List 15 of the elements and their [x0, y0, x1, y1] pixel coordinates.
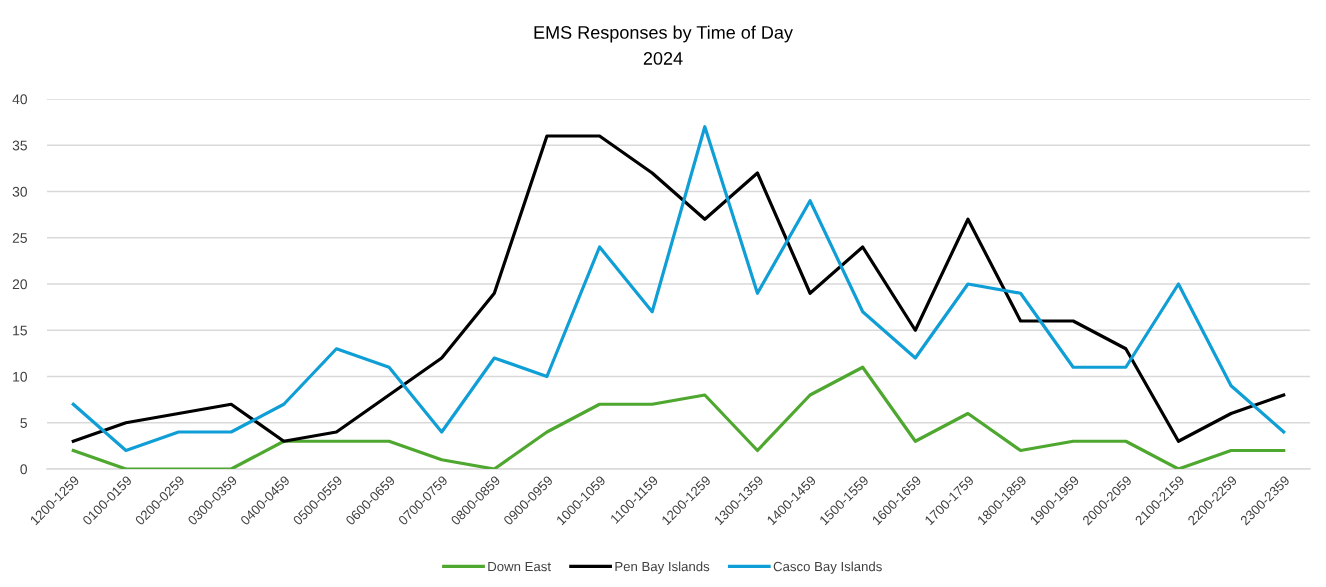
y-tick-label: 15: [13, 325, 27, 336]
line-series: [71, 365, 1286, 469]
y-tick-label: 5: [20, 418, 27, 428]
y-tick-label: 40: [12, 94, 28, 105]
chart-title: EMS Responses by Time of Day: [534, 25, 793, 43]
chart-subtitle: 2024: [643, 52, 683, 65]
legend-label: Down East: [488, 561, 551, 572]
y-tick-label: 35: [12, 140, 27, 151]
y-tick-label: 10: [13, 371, 28, 382]
legend-label: Pen Bay Islands: [615, 561, 710, 574]
y-tick-label: 25: [12, 233, 27, 243]
y-tick-label: 30: [12, 186, 28, 197]
y-tick-label: 0: [20, 464, 28, 475]
y-tick-label: 20: [12, 279, 28, 290]
legend-label: Casco Bay Islands: [773, 561, 882, 574]
